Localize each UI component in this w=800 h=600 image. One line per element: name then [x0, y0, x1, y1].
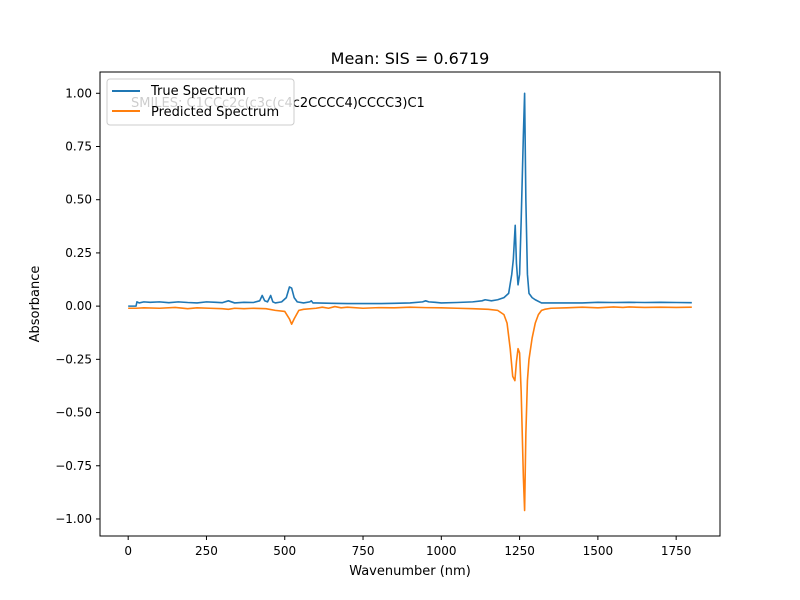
- chart-title: Mean: SIS = 0.6719: [331, 49, 490, 68]
- y-tick-label: 1.00: [65, 86, 92, 100]
- x-tick-label: 0: [124, 544, 132, 558]
- legend: True Spectrum Predicted Spectrum: [106, 78, 295, 126]
- x-axis-ticks: 0 250 500 750 1000 1250 1500 1750: [124, 536, 691, 558]
- legend-box: [106, 78, 295, 126]
- y-tick-label: 0.25: [65, 246, 92, 260]
- y-tick-label: 0.00: [65, 299, 92, 313]
- series-layer: [128, 92, 692, 512]
- series-line-predicted-spectrum: [128, 305, 692, 512]
- y-axis-ticks: 1.00 0.75 0.50 0.25 0.00 −0.25 −0.50 −0.75 −1.00: [55, 86, 100, 526]
- y-tick-label: −0.50: [55, 406, 92, 420]
- x-tick-label: 500: [273, 544, 296, 558]
- y-tick-label: 0.50: [65, 193, 92, 207]
- y-tick-label: −0.25: [55, 352, 92, 366]
- x-tick-label: 1750: [661, 544, 692, 558]
- y-tick-label: 0.75: [65, 139, 92, 153]
- legend-label-true-spectrum: True Spectrum: [150, 84, 246, 99]
- x-tick-label: 250: [195, 544, 218, 558]
- series-line-true-spectrum: [128, 92, 692, 307]
- axes-frame: [99, 71, 721, 537]
- y-tick-label: −0.75: [55, 459, 92, 473]
- y-axis-label: Absorbance: [28, 266, 43, 343]
- x-tick-label: 750: [352, 544, 375, 558]
- x-axis-label: Wavenumber (nm): [349, 564, 471, 579]
- x-tick-label: 1500: [583, 544, 614, 558]
- x-tick-label: 1250: [504, 544, 535, 558]
- x-tick-label: 1000: [426, 544, 457, 558]
- legend-label-predicted-spectrum: Predicted Spectrum: [151, 105, 279, 120]
- y-tick-label: −1.00: [55, 512, 92, 526]
- plot-area: 0 250 500 750 1000 1250 1500 1750 1.00 0.75 0.50 0…: [55, 71, 721, 558]
